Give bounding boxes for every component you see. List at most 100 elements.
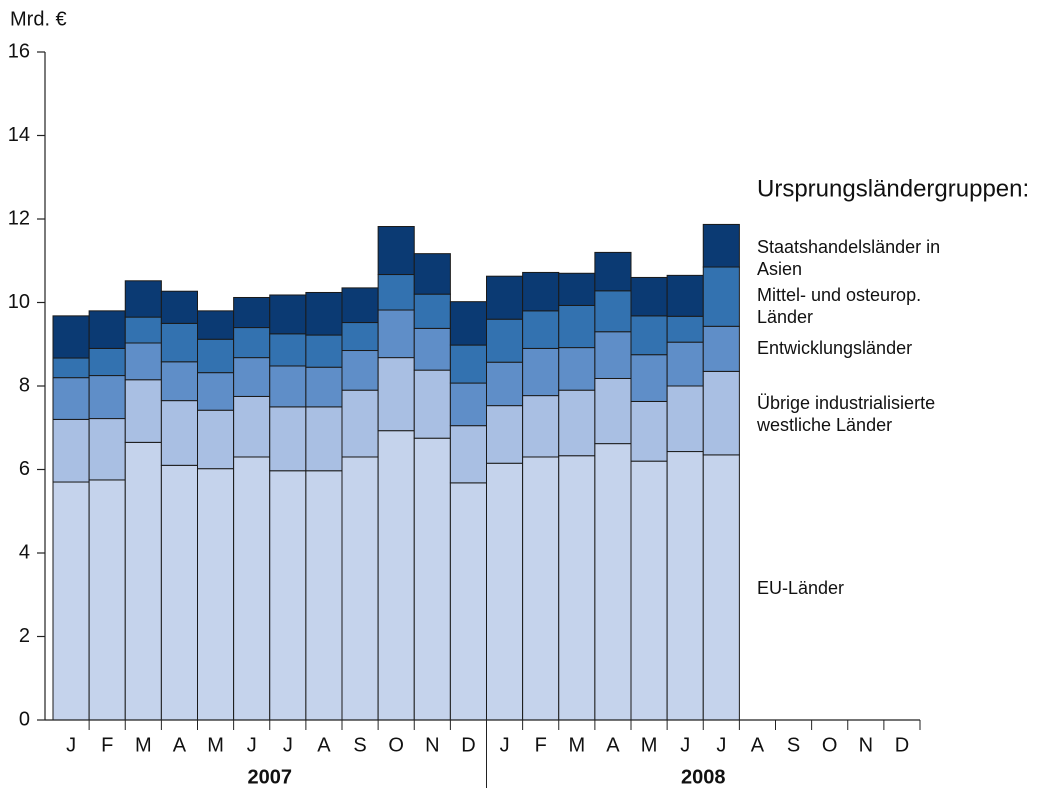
x-tick-label: F [535, 734, 547, 756]
bar-segment [666, 341, 704, 387]
bar-segment [594, 251, 632, 292]
x-tick-label: A [606, 734, 620, 756]
legend-label: Staatshandelsländer in Asien [757, 237, 941, 279]
x-tick-label: M [135, 734, 152, 756]
legend-label: Mittel- und osteurop. Länder [757, 285, 922, 327]
bar-segment [702, 370, 740, 456]
bar-segment [594, 443, 632, 721]
bar-segment [341, 389, 379, 458]
bar-segment [377, 309, 415, 359]
bar-segment [341, 350, 379, 391]
bar-segment [377, 274, 415, 311]
bar-segment [233, 296, 271, 329]
bar-segment [558, 347, 596, 391]
bar-segment [233, 395, 271, 458]
bar-segment [124, 379, 162, 443]
bar-segment [160, 322, 198, 363]
bar-segment [594, 290, 632, 333]
bar-segment [269, 470, 307, 721]
bar-segment [486, 361, 524, 407]
bar-segment [522, 271, 560, 312]
bar-segment [630, 276, 668, 317]
x-tick-label: M [207, 734, 224, 756]
bar-segment [486, 318, 524, 363]
y-tick-label: 4 [19, 541, 30, 563]
legend-label: Übrige industrialisierte westliche Lände… [757, 393, 936, 435]
x-tick-label: M [641, 734, 658, 756]
y-tick-label: 12 [8, 207, 30, 229]
bar-segment [413, 253, 451, 295]
bar-segment [377, 357, 415, 432]
y-tick-label: 10 [8, 291, 30, 313]
x-tick-label: J [66, 734, 76, 756]
bar-segment [449, 382, 487, 427]
bar-segment [341, 322, 379, 352]
bar-segment [197, 468, 235, 721]
year-label: 2008 [681, 766, 726, 788]
bar-segment [88, 479, 126, 721]
bar-segment [702, 454, 740, 721]
y-tick-label: 8 [19, 374, 30, 396]
bar-segment [666, 385, 704, 453]
bar-segment [666, 315, 704, 343]
bar-segment [341, 287, 379, 324]
bar-segment [630, 400, 668, 462]
bar-segment [666, 274, 704, 317]
bar-segment [160, 464, 198, 721]
bar-segment [233, 357, 271, 397]
y-tick-label: 16 [8, 40, 30, 62]
x-tick-label: M [568, 734, 585, 756]
x-tick-label: J [680, 734, 690, 756]
bar-segment [630, 354, 668, 402]
bar-segment [413, 369, 451, 439]
bar-segment [558, 272, 596, 306]
bar-segment [558, 455, 596, 721]
bar-segment [594, 331, 632, 379]
bar-segment [449, 425, 487, 484]
bar-segment [413, 327, 451, 371]
x-tick-label: J [716, 734, 726, 756]
x-tick-label: D [895, 734, 909, 756]
bar-segment [486, 462, 524, 721]
x-tick-label: F [101, 734, 113, 756]
x-tick-label: J [247, 734, 257, 756]
bar-segment [630, 315, 668, 356]
bar-segment [233, 456, 271, 721]
x-tick-label: A [751, 734, 765, 756]
bar-segment [269, 406, 307, 472]
bar-segment [702, 266, 740, 327]
bar-segment [88, 418, 126, 481]
bar-segment [522, 456, 560, 721]
bar-segment [449, 301, 487, 346]
bar-segment [233, 327, 271, 359]
y-unit-label: Mrd. € [10, 8, 67, 30]
bar-segment [305, 366, 343, 408]
y-tick-label: 14 [8, 124, 30, 146]
bar-segment [160, 361, 198, 402]
bar-segment [594, 377, 632, 445]
bar-segment [88, 347, 126, 377]
bar-segment [486, 405, 524, 464]
bar-segment [197, 372, 235, 411]
bar-segment [52, 315, 90, 359]
bar-segment [124, 316, 162, 344]
bar-segment [522, 347, 560, 397]
x-tick-label: N [425, 734, 439, 756]
bar-segment [486, 275, 524, 320]
bar-segment [449, 344, 487, 384]
bar-segment [413, 293, 451, 329]
bar-segment [305, 291, 343, 336]
bar-segment [52, 418, 90, 483]
bar-segment [341, 456, 379, 721]
bar-segment [305, 470, 343, 721]
bar-segment [197, 409, 235, 470]
bar-segment [630, 460, 668, 721]
legend-label: EU-Länder [757, 578, 845, 598]
bar-segment [124, 280, 162, 318]
bar-segment [377, 226, 415, 276]
x-tick-label: A [173, 734, 187, 756]
bar-segment [197, 310, 235, 340]
legend-label: Entwicklungsländer [757, 338, 913, 358]
